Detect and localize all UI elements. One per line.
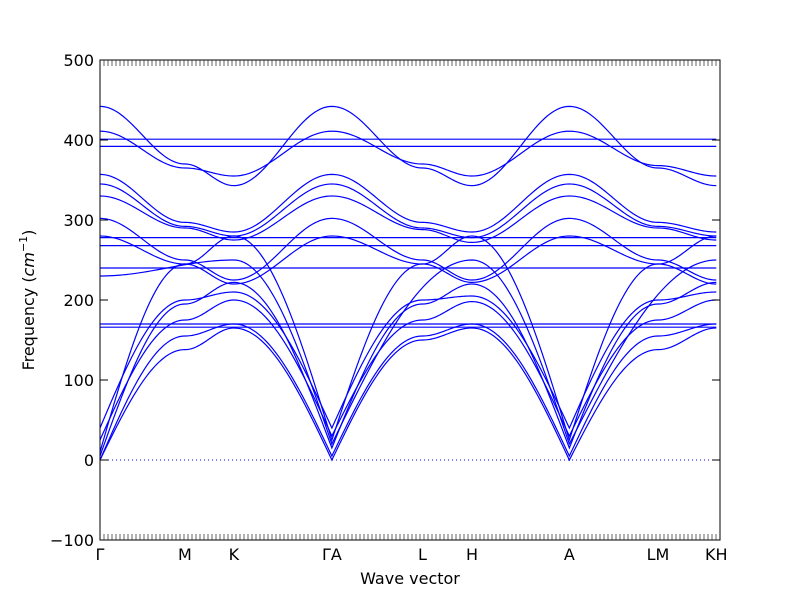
band-line-17 [99,235,717,285]
band-line-1 [99,323,717,461]
y-tick-label: 200 [63,291,94,310]
y-axis-label-suffix: ) [19,230,38,236]
x-tick-label: KH [705,545,728,564]
y-axis-label: Frequency (cm−1) [17,230,38,371]
x-tick-label: L [418,545,427,564]
y-tick-label: 100 [63,371,94,390]
band-line-14 [99,183,717,239]
x-tick-label: K [229,545,240,564]
band-line-20 [99,259,717,446]
band-line-18 [99,291,717,430]
x-tick-labels: Γ M K ΓA L H A LM KH [96,545,728,564]
band-line-16 [99,217,717,281]
band-line-15 [99,195,717,244]
x-tick-label: H [466,545,478,564]
x-tick-label: ΓA [322,545,342,564]
x-tick-label: LM [647,545,670,564]
series-lines [99,105,717,462]
x-tick-label: Γ [96,545,105,564]
plot-frame [99,59,721,541]
x-axis-label: Wave vector [360,569,460,588]
y-tick-label: 300 [63,211,94,230]
y-tick-labels: −100 0 100 200 300 400 500 [50,51,94,550]
y-axis-label-exponent: −1 [17,236,30,252]
x-tick-label: A [564,545,575,564]
y-axis-label-unit: cm [19,252,38,276]
band-line-13 [99,173,717,233]
axis-ticks [99,59,721,541]
x-tick-label: M [178,545,192,564]
y-axis-label-prefix: Frequency ( [19,276,38,370]
band-line-12 [99,130,717,177]
y-tick-label: 500 [63,51,94,70]
y-tick-label: −100 [50,531,94,550]
band-line-0 [99,327,717,462]
y-tick-label: 400 [63,131,94,150]
y-tick-label: 0 [84,451,94,470]
